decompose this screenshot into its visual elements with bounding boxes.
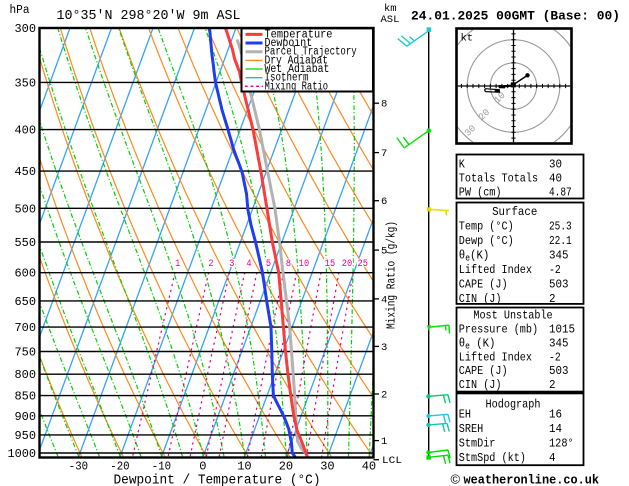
svg-text:PW (cm): PW (cm) bbox=[459, 185, 502, 199]
svg-text:450: 450 bbox=[15, 165, 37, 179]
svg-text:-2: -2 bbox=[549, 263, 561, 277]
svg-text:800: 800 bbox=[15, 368, 37, 382]
svg-text:©: © bbox=[451, 472, 461, 486]
svg-text:Dry Adiabat: Dry Adiabat bbox=[265, 54, 329, 67]
svg-text:900: 900 bbox=[15, 410, 37, 424]
svg-text:StmDir: StmDir bbox=[459, 437, 496, 451]
svg-text:10: 10 bbox=[299, 259, 309, 270]
svg-text:600: 600 bbox=[15, 267, 37, 281]
svg-text:750: 750 bbox=[15, 346, 37, 360]
svg-text:Lifted Index: Lifted Index bbox=[459, 263, 532, 277]
svg-text:1015: 1015 bbox=[549, 323, 575, 337]
svg-text:2: 2 bbox=[549, 292, 556, 306]
svg-text:500: 500 bbox=[15, 202, 37, 216]
svg-text:400: 400 bbox=[15, 124, 37, 138]
svg-text:503: 503 bbox=[549, 364, 569, 378]
svg-text:CIN (J): CIN (J) bbox=[459, 292, 502, 306]
svg-text:-20: -20 bbox=[110, 460, 129, 474]
svg-text:14: 14 bbox=[549, 422, 562, 436]
svg-text:Dewp (°C): Dewp (°C) bbox=[459, 234, 514, 248]
svg-text:345: 345 bbox=[549, 248, 569, 262]
svg-text:θe(K): θe(K) bbox=[459, 248, 490, 263]
svg-text:300: 300 bbox=[15, 22, 37, 36]
svg-text:25.3: 25.3 bbox=[549, 219, 572, 233]
svg-text:3: 3 bbox=[381, 342, 387, 354]
svg-text:-30: -30 bbox=[69, 460, 88, 474]
svg-text:4: 4 bbox=[381, 294, 387, 306]
svg-text:503: 503 bbox=[549, 277, 569, 291]
svg-text:8: 8 bbox=[286, 259, 291, 270]
svg-text:θe (K): θe (K) bbox=[459, 336, 496, 351]
svg-text:CAPE (J): CAPE (J) bbox=[459, 364, 508, 378]
svg-text:ASL: ASL bbox=[381, 14, 400, 26]
svg-text:Lifted Index: Lifted Index bbox=[459, 350, 532, 364]
svg-text:40: 40 bbox=[549, 171, 562, 185]
svg-text:K: K bbox=[459, 157, 466, 171]
svg-text:350: 350 bbox=[15, 76, 37, 90]
svg-text:Surface: Surface bbox=[492, 205, 537, 219]
svg-text:Parcel Trajectory: Parcel Trajectory bbox=[265, 46, 357, 59]
svg-text:Wet Adiabat: Wet Adiabat bbox=[265, 63, 330, 76]
svg-text:5: 5 bbox=[266, 259, 271, 270]
svg-text:4: 4 bbox=[246, 259, 251, 270]
svg-text:700: 700 bbox=[15, 321, 37, 335]
svg-text:Pressure (mb): Pressure (mb) bbox=[459, 323, 538, 337]
svg-text:1: 1 bbox=[175, 259, 180, 270]
svg-text:1: 1 bbox=[381, 436, 387, 448]
svg-text:SREH: SREH bbox=[459, 422, 483, 436]
svg-text:km: km bbox=[384, 3, 397, 15]
svg-text:850: 850 bbox=[15, 390, 37, 404]
svg-text:CAPE (J): CAPE (J) bbox=[459, 277, 508, 291]
svg-text:Most Unstable: Most Unstable bbox=[473, 309, 552, 323]
svg-text:Isotherm: Isotherm bbox=[265, 72, 309, 85]
svg-text:Dewpoint / Temperature (°C): Dewpoint / Temperature (°C) bbox=[114, 473, 321, 486]
svg-text:40: 40 bbox=[362, 460, 376, 474]
svg-text:hPa: hPa bbox=[10, 4, 30, 17]
svg-text:16: 16 bbox=[549, 408, 562, 422]
svg-text:4: 4 bbox=[549, 451, 556, 465]
svg-text:15: 15 bbox=[325, 259, 335, 270]
svg-text:30: 30 bbox=[320, 460, 334, 474]
svg-text:weatheronline.co.uk: weatheronline.co.uk bbox=[464, 474, 600, 486]
svg-text:345: 345 bbox=[549, 336, 569, 350]
svg-text:30: 30 bbox=[549, 157, 562, 171]
svg-text:2: 2 bbox=[549, 378, 556, 392]
svg-text:Temperature: Temperature bbox=[265, 28, 333, 41]
svg-text:24.01.2025 00GMT (Base: 00): 24.01.2025 00GMT (Base: 00) bbox=[411, 9, 620, 24]
svg-text:22.1: 22.1 bbox=[549, 234, 572, 248]
svg-text:10: 10 bbox=[237, 460, 251, 474]
svg-text:5: 5 bbox=[381, 246, 387, 258]
svg-text:20: 20 bbox=[279, 460, 293, 474]
svg-text:25: 25 bbox=[358, 259, 368, 270]
svg-text:2: 2 bbox=[208, 259, 213, 270]
svg-text:CIN (J): CIN (J) bbox=[459, 378, 502, 392]
svg-text:Totals Totals: Totals Totals bbox=[459, 171, 538, 185]
svg-text:10°35'N 298°20'W 9m ASL: 10°35'N 298°20'W 9m ASL bbox=[57, 9, 241, 24]
svg-text:-10: -10 bbox=[152, 460, 171, 474]
svg-text:6: 6 bbox=[381, 196, 387, 208]
svg-text:2: 2 bbox=[381, 389, 387, 401]
svg-text:550: 550 bbox=[15, 236, 37, 250]
svg-text:128°: 128° bbox=[549, 437, 574, 451]
svg-text:8: 8 bbox=[381, 99, 387, 111]
svg-text:1000: 1000 bbox=[8, 447, 37, 461]
svg-text:0: 0 bbox=[199, 460, 206, 474]
svg-text:Temp (°C): Temp (°C) bbox=[459, 219, 514, 233]
svg-text:20: 20 bbox=[342, 259, 352, 270]
svg-text:StmSpd (kt): StmSpd (kt) bbox=[459, 451, 526, 465]
svg-text:7: 7 bbox=[381, 148, 387, 160]
svg-text:kt: kt bbox=[461, 33, 474, 45]
svg-text:650: 650 bbox=[15, 295, 37, 309]
svg-text:Mixing Ratio: Mixing Ratio bbox=[265, 80, 329, 93]
svg-text:4.87: 4.87 bbox=[549, 185, 572, 199]
svg-text:950: 950 bbox=[15, 429, 37, 443]
svg-text:Dewpoint: Dewpoint bbox=[265, 37, 313, 50]
svg-text:EH: EH bbox=[459, 408, 471, 422]
svg-text:Hodograph: Hodograph bbox=[486, 398, 541, 412]
svg-text:LCL: LCL bbox=[382, 455, 402, 467]
svg-text:Mixing Ratio (g/kg): Mixing Ratio (g/kg) bbox=[385, 221, 399, 329]
svg-text:3: 3 bbox=[229, 259, 234, 270]
svg-text:-2: -2 bbox=[549, 350, 561, 364]
